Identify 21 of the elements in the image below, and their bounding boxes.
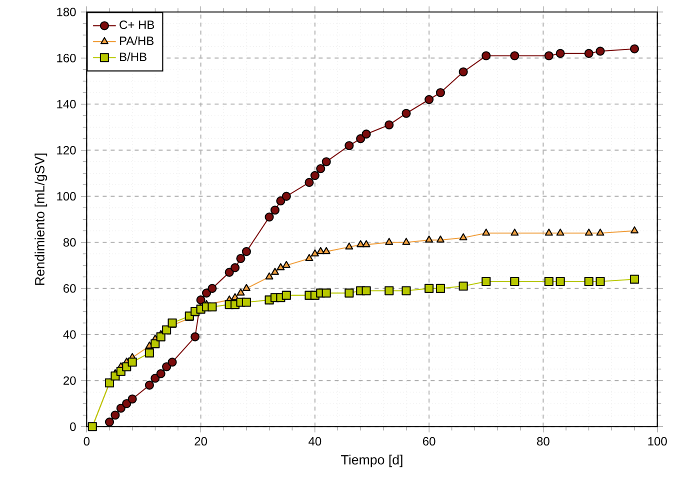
y-tick-label: 80 [63,238,76,247]
legend-label: B/HB [120,52,146,62]
y-tick-label: 120 [57,146,76,154]
legend-label: PA/HB [120,36,154,46]
y-tick-label: 100 [57,192,76,201]
y-tick-label: 160 [57,54,76,62]
x-tick-label: 20 [194,437,208,446]
legend-label: C+ HB [120,20,154,30]
y-tick-label: 180 [57,8,76,16]
y-tick-label: 40 [63,330,76,339]
x-tick-label: 100 [648,437,667,446]
y-tick-label: 0 [70,422,76,431]
y-tick-label: 60 [64,284,76,293]
x-tick-label: 40 [308,437,322,446]
x-tick-label: 0 [84,437,90,446]
y-tick-label: 20 [64,376,76,385]
x-tick-label: 60 [423,437,436,446]
x-tick-label: 80 [537,437,550,446]
y-tick-label: 140 [57,100,76,108]
y-axis-title: Rendimiento [mL/gSV] [34,154,48,285]
x-axis-title: Tiempo [d] [341,454,402,468]
